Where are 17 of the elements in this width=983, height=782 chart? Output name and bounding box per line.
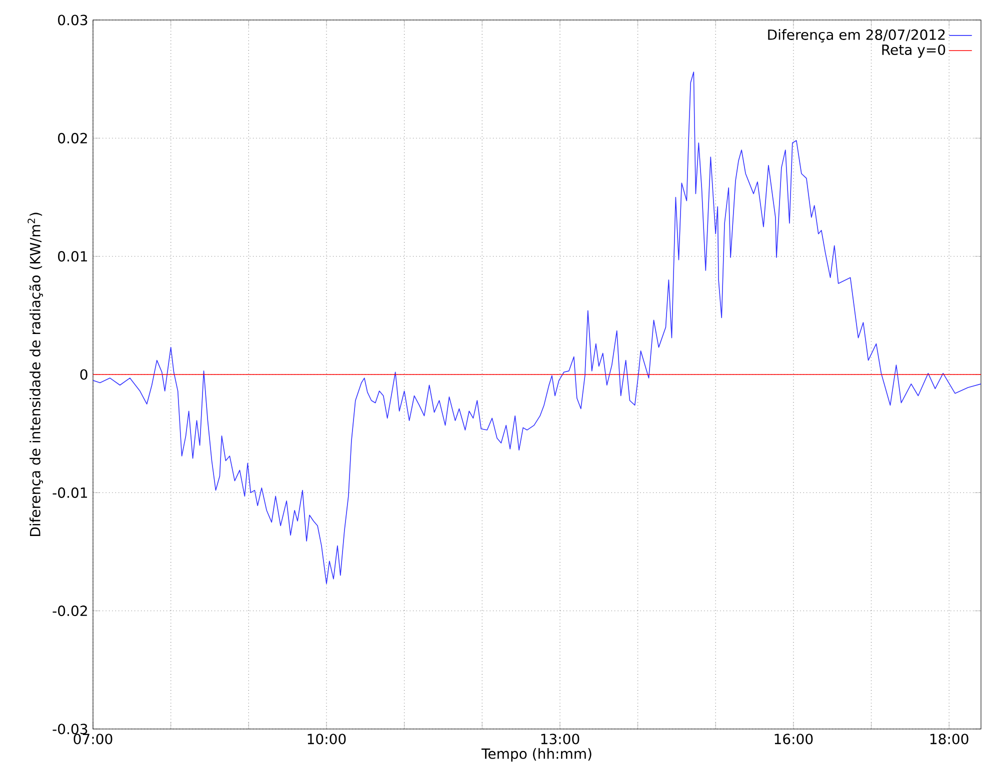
y-tick-label: -0.02 <box>52 606 87 616</box>
y-tick-label: 0.03 <box>58 14 88 26</box>
x-tick-label: 10:00 <box>308 734 346 744</box>
line-series <box>93 72 981 584</box>
y-tick-label: -0.01 <box>52 487 87 498</box>
y-tick-label: 0.01 <box>58 251 87 262</box>
x-tick-label: 13:00 <box>541 734 580 744</box>
y-tick-label: 0.02 <box>58 132 87 144</box>
x-tick-label: 18:00 <box>930 734 968 744</box>
y-tick-label: -0.03 <box>52 724 88 734</box>
x-tick-label: 07:00 <box>74 734 112 744</box>
legend-label: Diferença em 28/07/2012 <box>768 29 945 42</box>
y-tick-label: 0 <box>80 369 88 380</box>
x-axis-title: Tempo (hh:mm) <box>481 748 592 762</box>
y-axis-title: Diferença de intensidade de radiação (KW/m$^{2}$) <box>28 212 43 536</box>
legend-label: Reta y=0 <box>882 44 946 58</box>
x-tick-label: 16:00 <box>774 734 813 744</box>
